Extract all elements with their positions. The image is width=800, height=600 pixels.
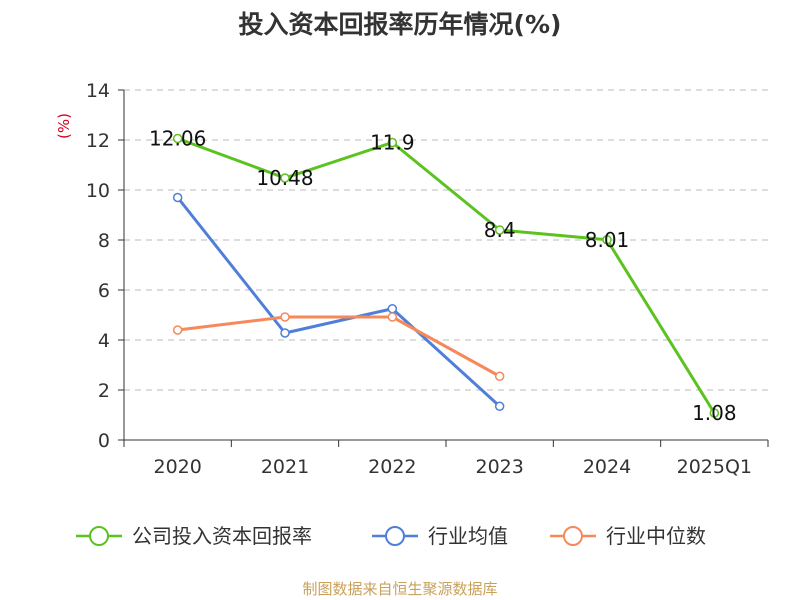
legend[interactable]: 公司投入资本回报率 行业均值 行业中位数 <box>76 524 706 548</box>
data-point[interactable] <box>494 225 505 235</box>
legend-label: 行业中位数 <box>606 524 706 548</box>
data-point[interactable] <box>494 371 505 381</box>
legend-item[interactable]: 行业均值 <box>372 524 508 548</box>
legend-swatch-marker <box>385 526 405 546</box>
series-line <box>177 315 501 378</box>
data-label: 8.4 <box>484 218 516 242</box>
y-tick-label: 6 <box>98 280 110 302</box>
series-2 <box>172 312 505 381</box>
legend-item[interactable]: 公司投入资本回报率 <box>76 524 312 548</box>
data-label: 8.01 <box>585 228 630 252</box>
series-line <box>177 137 716 414</box>
chart-title: 投入资本回报率历年情况(%) <box>239 10 562 39</box>
data-label: 1.08 <box>692 401 737 425</box>
data-point[interactable] <box>387 312 398 322</box>
grid-lines <box>124 89 768 391</box>
data-point[interactable] <box>602 235 612 245</box>
legend-label: 公司投入资本回报率 <box>132 524 312 548</box>
axes <box>123 90 768 441</box>
y-tick-label: 2 <box>98 380 110 402</box>
data-point[interactable] <box>494 401 505 411</box>
data-point[interactable] <box>172 325 183 335</box>
data-point[interactable] <box>709 408 720 418</box>
data-point[interactable] <box>172 133 183 144</box>
y-tick-label: 14 <box>86 80 110 102</box>
data-label: 10.48 <box>256 166 313 190</box>
y-tick-label: 8 <box>98 230 110 252</box>
data-label: 12.06 <box>149 127 206 151</box>
x-tick-label: 2021 <box>261 456 309 478</box>
data-labels: 12.06 10.48 11.9 8.4 8.01 1.08 <box>149 127 737 426</box>
data-point[interactable] <box>280 312 290 322</box>
series-lines <box>172 133 720 418</box>
x-axis-ticks: 2020 2021 2022 2023 2024 2025Q1 <box>123 440 769 478</box>
legend-swatch-marker <box>563 526 583 546</box>
data-point[interactable] <box>387 137 398 148</box>
y-tick-label: 10 <box>86 180 110 202</box>
legend-swatch-marker <box>89 526 109 546</box>
y-tick-label: 0 <box>98 430 110 452</box>
y-axis-unit-label: (%) <box>55 113 73 139</box>
data-point[interactable] <box>172 192 183 203</box>
x-tick-label: 2022 <box>368 456 416 478</box>
x-tick-label: 2025Q1 <box>677 456 752 478</box>
y-tick-label: 12 <box>86 130 110 152</box>
legend-label: 行业均值 <box>428 524 508 548</box>
x-tick-label: 2020 <box>153 456 201 478</box>
data-label: 11.9 <box>370 131 415 155</box>
data-point[interactable] <box>280 173 290 183</box>
series-line <box>176 196 501 408</box>
x-tick-label: 2023 <box>475 456 523 478</box>
legend-item[interactable]: 行业中位数 <box>550 524 706 548</box>
series-1 <box>172 192 505 411</box>
source-note: 制图数据来自恒生聚源数据库 <box>302 580 497 598</box>
data-point[interactable] <box>387 304 398 314</box>
y-axis-ticks: 0 2 4 6 8 10 12 14 <box>86 80 124 452</box>
y-tick-label: 4 <box>98 330 110 352</box>
series-0 <box>172 133 720 418</box>
data-point[interactable] <box>280 328 290 338</box>
x-tick-label: 2024 <box>583 456 631 478</box>
